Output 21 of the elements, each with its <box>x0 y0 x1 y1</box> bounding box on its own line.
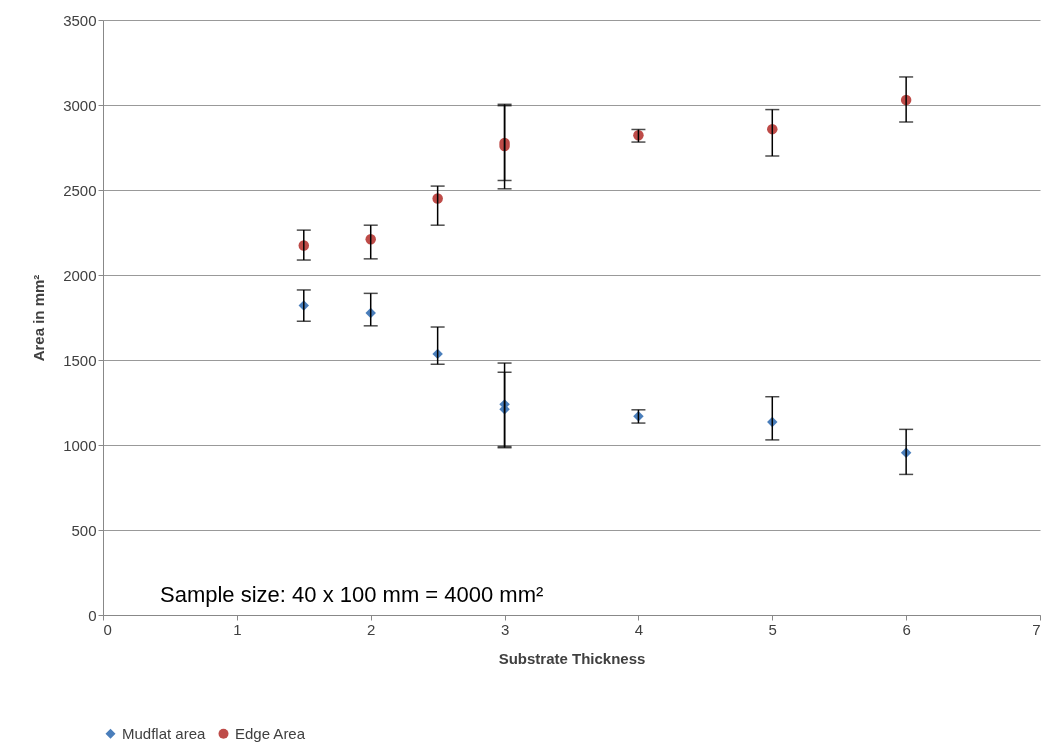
y-tick-label: 500 <box>71 521 97 539</box>
y-tick-label: 2000 <box>63 266 97 284</box>
y-axis-title: Area in mm² <box>30 274 48 362</box>
legend-label: Edge Area <box>235 724 306 742</box>
y-tick-label: 3000 <box>63 96 97 114</box>
y-tick-label: 2500 <box>63 181 97 199</box>
x-tick-label: 5 <box>768 620 777 638</box>
x-tick-label: 2 <box>367 620 376 638</box>
legend-label: Mudflat area <box>122 724 207 742</box>
x-tick-label: 7 <box>1032 620 1041 638</box>
x-tick-label: 3 <box>500 620 510 638</box>
x-tick-label: 1 <box>233 620 242 638</box>
annotation: Sample size: 40 x 100 mm = 4000 mm² <box>160 582 544 607</box>
y-tick-label: 1500 <box>63 351 97 369</box>
x-tick-label: 4 <box>634 620 644 638</box>
x-tick-label: 0 <box>103 620 112 638</box>
y-tick-label: 3500 <box>63 11 97 29</box>
y-tick-label: 1000 <box>63 436 97 454</box>
y-tick-label: 0 <box>88 606 97 624</box>
x-tick-label: 6 <box>902 620 911 638</box>
x-axis-title: Substrate Thickness <box>498 649 646 667</box>
